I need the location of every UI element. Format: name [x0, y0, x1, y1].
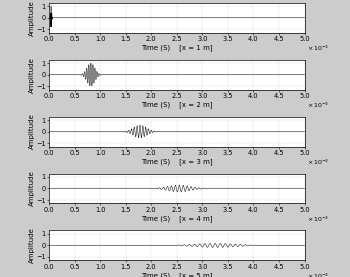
Text: $\times\,10^{-3}$: $\times\,10^{-3}$ — [307, 215, 329, 224]
Y-axis label: Amplitude: Amplitude — [28, 227, 35, 263]
X-axis label: Time (S)    [x = 1 m]: Time (S) [x = 1 m] — [141, 44, 212, 51]
Y-axis label: Amplitude: Amplitude — [28, 57, 35, 93]
Text: $\times\,10^{-3}$: $\times\,10^{-3}$ — [307, 272, 329, 277]
X-axis label: Time (S)    [x = 2 m]: Time (S) [x = 2 m] — [141, 101, 212, 108]
Y-axis label: Amplitude: Amplitude — [28, 0, 35, 36]
Text: $\times\,10^{-3}$: $\times\,10^{-3}$ — [307, 158, 329, 167]
X-axis label: Time (S)    [x = 5 m]: Time (S) [x = 5 m] — [141, 272, 212, 277]
Text: $\times\,10^{-3}$: $\times\,10^{-3}$ — [307, 44, 329, 53]
Text: $\times\,10^{-3}$: $\times\,10^{-3}$ — [307, 101, 329, 110]
X-axis label: Time (S)    [x = 4 m]: Time (S) [x = 4 m] — [141, 215, 212, 222]
Y-axis label: Amplitude: Amplitude — [28, 171, 35, 206]
X-axis label: Time (S)    [x = 3 m]: Time (S) [x = 3 m] — [141, 158, 212, 165]
Y-axis label: Amplitude: Amplitude — [28, 114, 35, 150]
